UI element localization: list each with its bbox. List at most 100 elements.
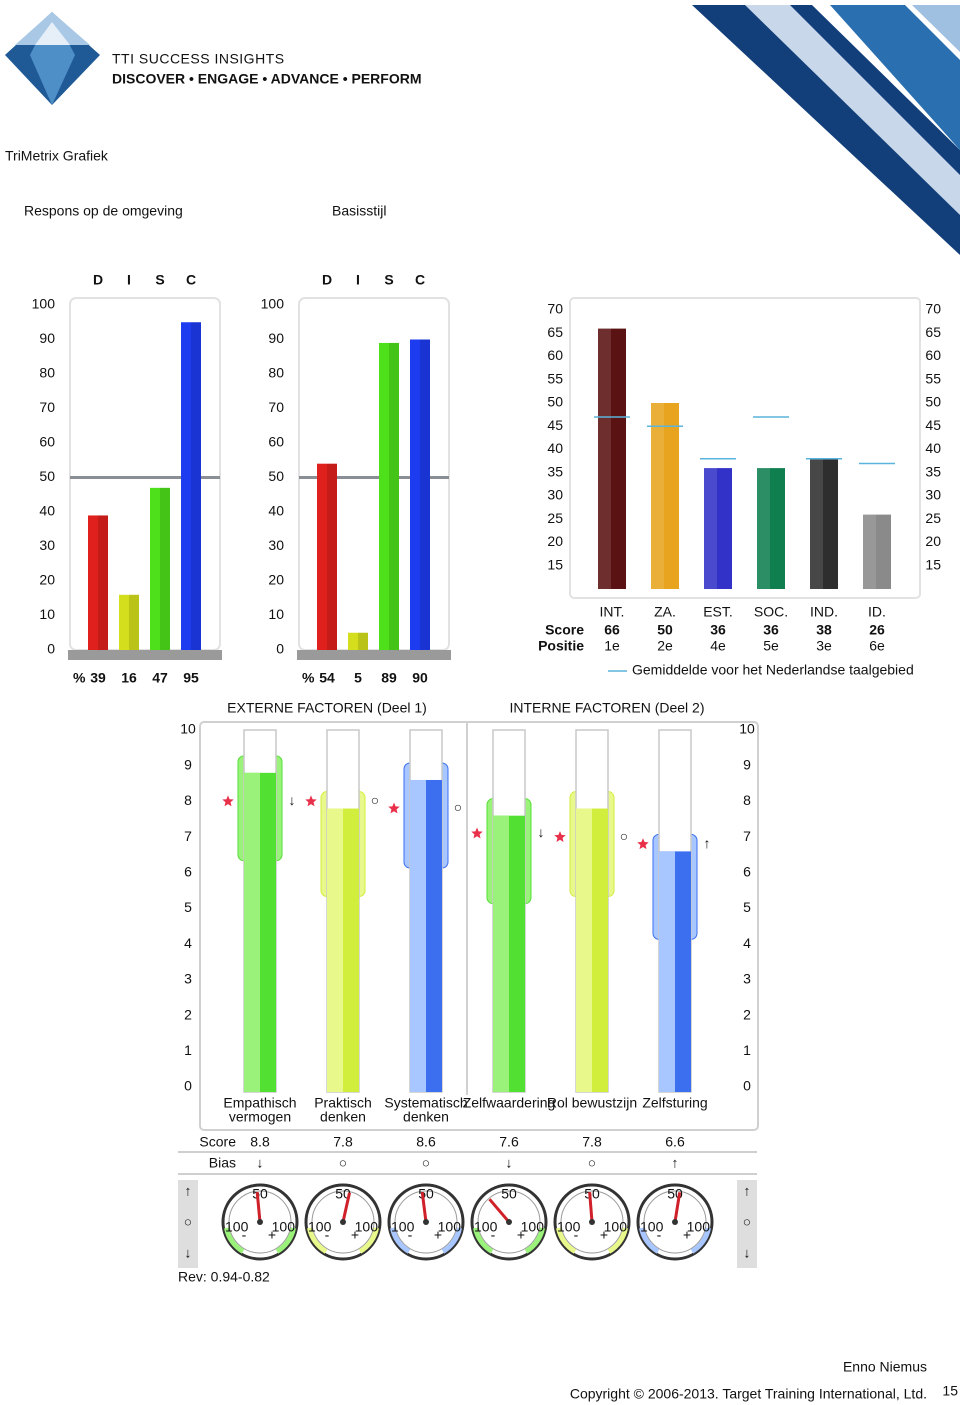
value-label: 90: [412, 670, 428, 686]
y2-tick-label: 45: [925, 417, 941, 433]
bar: [704, 468, 732, 589]
dial-label: 100: [687, 1219, 711, 1235]
category-label: INT.: [600, 604, 625, 620]
dial-hub: [589, 1219, 595, 1225]
y-tick-label: 60: [547, 347, 563, 363]
value-label: 95: [183, 670, 199, 686]
position-value: 4e: [710, 638, 726, 654]
category-label: S: [155, 272, 164, 288]
category-label: C: [186, 272, 196, 288]
bar: [598, 328, 626, 589]
category-label: denken: [320, 1109, 366, 1125]
y2-tick-label: 10: [739, 721, 755, 737]
y2-tick-label: 1: [743, 1042, 751, 1058]
bias-marker: ↓: [538, 824, 545, 840]
bias-strip: [178, 1180, 198, 1268]
bar-highlight: [651, 403, 664, 589]
y-tick-label: 80: [39, 365, 55, 381]
value-label: 36: [710, 622, 726, 638]
score-value: 7.8: [333, 1134, 353, 1150]
dial-arc: [390, 1227, 411, 1254]
y-tick-label: 70: [547, 301, 563, 317]
percent-label: %: [73, 670, 86, 686]
bar-shade: [129, 594, 139, 650]
bias-value: ↓: [257, 1155, 264, 1171]
y-tick-label: 4: [184, 935, 192, 951]
y-tick-label: 10: [268, 606, 284, 622]
y-tick-label: 20: [39, 572, 55, 588]
chart-subtitle: Basisstijl: [332, 203, 386, 219]
category-label: Zelfsturing: [642, 1095, 707, 1111]
bar-shade: [98, 515, 108, 650]
dial-label: 100: [521, 1219, 545, 1235]
y-tick-label: 70: [39, 399, 55, 415]
y2-tick-label: 65: [925, 324, 941, 340]
bar-highlight: [659, 851, 675, 1092]
bias-value: ○: [588, 1155, 596, 1171]
bar: [379, 342, 399, 650]
bias-marker: ○: [620, 828, 628, 844]
category-label: D: [322, 272, 332, 288]
category-label: ZA.: [654, 604, 676, 620]
y-tick-label: 0: [184, 1078, 192, 1094]
category-label: SOC.: [754, 604, 788, 620]
y-tick-label: 0: [276, 641, 284, 657]
bar-highlight: [757, 468, 770, 589]
dial-ring: [394, 1190, 458, 1254]
y-tick-label: 35: [547, 463, 563, 479]
bar-highlight: [576, 808, 592, 1092]
y2-tick-label: 2: [743, 1006, 751, 1022]
value-label: 54: [319, 670, 335, 686]
y2-tick-label: 8: [743, 792, 751, 808]
dial-arc: [224, 1227, 245, 1254]
legend-label: Gemiddelde voor het Nederlandse taalgebi…: [632, 662, 914, 678]
bar-highlight: [598, 328, 611, 589]
dial-needle: [255, 1191, 262, 1223]
bar-highlight: [810, 458, 823, 589]
position-value: 5e: [763, 638, 779, 654]
y-tick-label: 55: [547, 370, 563, 386]
y-tick-label: 25: [547, 510, 563, 526]
y-tick-label: 90: [39, 330, 55, 346]
dial-hub: [340, 1219, 346, 1225]
y-tick-label: 40: [39, 503, 55, 519]
star-marker: [305, 795, 317, 807]
y2-tick-label: 70: [925, 301, 941, 317]
score-label: Score: [199, 1134, 236, 1150]
dial-label: 100: [391, 1219, 415, 1235]
dial-label: 50: [584, 1186, 600, 1202]
y-tick-label: 3: [184, 971, 192, 987]
bias-marker: ↑: [704, 835, 711, 851]
value-label: 38: [816, 622, 832, 638]
y-tick-label: 70: [268, 399, 284, 415]
bar: [757, 468, 785, 589]
bias-marker: ○: [454, 799, 462, 815]
plot-frame: [199, 721, 759, 1131]
y-tick-label: 30: [39, 537, 55, 553]
bar: [317, 463, 337, 650]
y-tick-label: 10: [39, 606, 55, 622]
dial-arc: [307, 1227, 328, 1254]
copyright: Copyright © 2006-2013. Target Training I…: [570, 1386, 927, 1402]
bar-shade: [358, 632, 368, 650]
dial-hub: [506, 1219, 512, 1225]
bar: [119, 594, 139, 650]
logo-text: TTI SUCCESS INSIGHTS: [112, 51, 285, 67]
category-label: I: [127, 272, 131, 288]
dial-label: -: [657, 1227, 662, 1243]
dial-arc: [275, 1227, 296, 1254]
dial-needle: [341, 1192, 352, 1223]
dial-arc: [524, 1227, 545, 1254]
value-label: 16: [121, 670, 137, 686]
dial-label: +: [351, 1227, 359, 1243]
dial-arc: [607, 1227, 628, 1254]
y-tick-label: 50: [547, 394, 563, 410]
position-value: 1e: [604, 638, 620, 654]
category-label: ID.: [868, 604, 886, 620]
y2-tick-label: 30: [925, 487, 941, 503]
page-title: TriMetrix Grafiek: [5, 148, 109, 164]
bias-label: Bias: [209, 1155, 236, 1171]
y2-tick-label: 3: [743, 971, 751, 987]
plot-frame: [569, 297, 921, 599]
